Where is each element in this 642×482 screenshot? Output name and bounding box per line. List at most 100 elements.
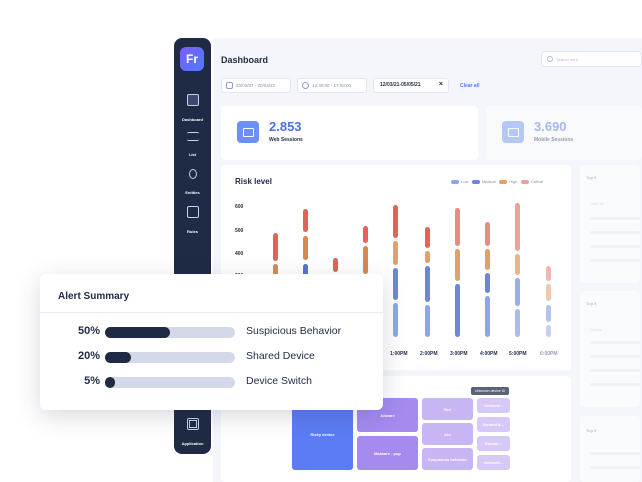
mobile-icon — [502, 121, 524, 143]
kpi-label: Web Sessions — [269, 137, 303, 143]
sidebar-item-label: Application — [181, 441, 204, 446]
time-filter[interactable]: 12:30:00 - 17:00:00 — [297, 78, 367, 93]
alert-name: Suspicious Behavior — [246, 325, 342, 337]
bar-segment — [333, 258, 338, 272]
treemap-cell-malware[interactable]: Malware - pup — [357, 436, 418, 470]
bar-segment — [393, 268, 398, 300]
bar-segment — [303, 264, 308, 278]
search-placeholder: Search here — [556, 57, 578, 62]
date-filter[interactable]: 20/03/07 - 20/03/22 — [221, 78, 291, 93]
bar-segment — [273, 264, 278, 276]
list-icon — [186, 132, 199, 141]
treemap-cell-network[interactable]: Network... — [477, 455, 510, 470]
alert-row: 20% Shared Device — [40, 350, 383, 364]
bar-segment — [515, 278, 520, 306]
sidebar-item-application[interactable]: Application — [174, 418, 211, 450]
treemap-cell-risky-device[interactable]: Risky device — [292, 398, 353, 470]
sidebar-item-list[interactable]: List — [174, 132, 211, 161]
bar-segment — [303, 209, 308, 232]
kpi-web-sessions: 2.853 Web Sessions — [221, 106, 478, 160]
x-tick: 3:00PM — [450, 351, 468, 357]
y-tick: 500 — [235, 228, 244, 234]
sidebar-item-rules[interactable]: Rules — [174, 206, 211, 238]
sidebar-item-label: Rules — [187, 229, 198, 234]
treemap-tooltip: Unknown device ID — [471, 387, 510, 395]
bar-segment — [425, 266, 430, 302]
rules-icon — [186, 206, 199, 218]
progress-track — [105, 352, 235, 363]
legend-low: Low — [461, 179, 469, 184]
applied-filter-chip[interactable]: 12/03/21-05/05/21 × — [373, 78, 449, 93]
y-tick: 600 — [235, 204, 244, 210]
card-title: Top 5 — [586, 301, 597, 306]
x-tick: 1:00PM — [390, 351, 408, 357]
treemap-cell-unknown[interactable]: Unknow... — [477, 398, 510, 413]
kpi-value: 3.690 — [534, 119, 567, 134]
search-icon — [547, 56, 553, 62]
treemap-cell-rooted[interactable]: Rooted d... — [477, 417, 510, 432]
bar-segment — [393, 303, 398, 337]
y-tick: 400 — [235, 251, 244, 257]
sidebar-item-dashboard[interactable]: Dashboard — [174, 94, 211, 126]
kpi-value: 2.853 — [269, 119, 302, 134]
bar-segment — [485, 273, 490, 293]
x-tick: 2:00PM — [420, 351, 438, 357]
legend-high: High — [509, 179, 518, 184]
page-title: Dashboard — [221, 55, 269, 65]
bar-segment — [363, 226, 368, 243]
treemap-cell-emulator[interactable]: Emulat... — [477, 436, 510, 451]
alert-percent: 5% — [84, 375, 100, 387]
bar-segment — [393, 205, 398, 238]
treemap-cell-suspicious[interactable]: Suspicious behavior — [422, 448, 473, 470]
alert-name: Shared Device — [246, 350, 315, 362]
alert-percent: 20% — [77, 350, 100, 362]
treemap-cell-ato[interactable]: Ato — [422, 423, 473, 445]
bar-segment — [273, 233, 278, 261]
sidebar-item-label: List — [188, 152, 197, 157]
bar-segment — [455, 249, 460, 281]
bar-segment — [303, 236, 308, 260]
x-tick: 6:00PM — [540, 351, 558, 357]
branch-icon — [188, 169, 197, 179]
alert-row: 50% Suspicious Behavior — [40, 325, 383, 339]
clear-all-link[interactable]: Clear all — [460, 83, 480, 89]
alert-row: 5% Device Switch — [40, 375, 383, 389]
sidebar-item-entities[interactable]: Entities — [174, 169, 211, 199]
calendar-icon — [226, 82, 233, 89]
bar-segment — [546, 266, 551, 281]
top5-users-card: Top 5 User ID — [580, 165, 640, 283]
bar-segment — [393, 241, 398, 265]
progress-track — [105, 327, 235, 338]
bar-segment — [455, 208, 460, 246]
legend-critical: Critical — [530, 179, 544, 184]
close-icon[interactable]: × — [438, 81, 443, 88]
progress-fill — [105, 327, 170, 338]
bar-segment — [425, 305, 430, 337]
bar-segment — [485, 296, 490, 337]
bar-segment — [546, 284, 551, 301]
alert-name: Device Switch — [246, 375, 312, 387]
card-subtitle: Device — [590, 327, 603, 332]
card-title: Top 5 — [586, 175, 597, 180]
bar-segment — [515, 254, 520, 275]
x-tick: 5:00PM — [509, 351, 527, 357]
divider — [40, 312, 383, 313]
chart-legend: Low Medium High Critical — [451, 179, 543, 184]
bar-segment — [515, 309, 520, 337]
treemap-cell-bot[interactable]: Bot — [422, 398, 473, 420]
alert-percent: 50% — [77, 325, 100, 337]
clock-icon — [302, 82, 309, 89]
gauge-icon — [186, 94, 199, 106]
progress-track — [105, 377, 235, 388]
alert-summary-panel: Alert Summary 50% Suspicious Behavior 20… — [40, 274, 383, 410]
search-input[interactable]: Search here — [541, 51, 642, 67]
x-tick: 4:00PM — [480, 351, 498, 357]
monitor-icon — [237, 121, 259, 143]
grid-icon — [186, 418, 199, 430]
time-filter-value: 12:30:00 - 17:00:00 — [312, 83, 352, 88]
app-logo[interactable]: Fr — [180, 47, 204, 71]
bar-segment — [515, 203, 520, 251]
legend-medium: Medium — [481, 179, 496, 184]
sidebar-item-label: Entities — [185, 190, 200, 195]
